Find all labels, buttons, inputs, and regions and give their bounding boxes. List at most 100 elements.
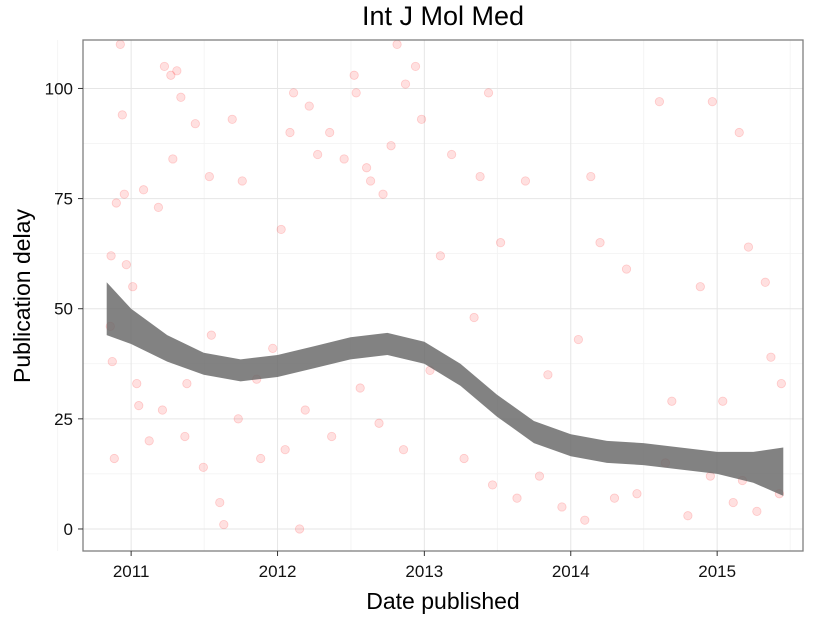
data-point bbox=[227, 114, 237, 124]
data-point bbox=[400, 79, 411, 89]
data-point bbox=[176, 92, 186, 102]
x-tick-label: 2011 bbox=[113, 562, 150, 581]
chart-title: Int J Mol Med bbox=[362, 1, 524, 31]
data-point bbox=[728, 497, 738, 508]
y-axis-ticks: 0 25 50 75 100 bbox=[45, 79, 83, 539]
data-point bbox=[219, 519, 229, 530]
data-point bbox=[707, 97, 717, 107]
x-tick-label: 2013 bbox=[405, 562, 443, 581]
data-point bbox=[233, 414, 243, 424]
data-point bbox=[654, 97, 665, 107]
data-point bbox=[172, 66, 182, 76]
data-point bbox=[256, 453, 266, 464]
data-point bbox=[313, 149, 323, 160]
data-point bbox=[667, 396, 677, 406]
y-tick-label: 25 bbox=[54, 410, 73, 429]
data-point bbox=[632, 489, 642, 499]
data-point bbox=[766, 352, 776, 362]
data-point bbox=[543, 370, 553, 380]
data-point bbox=[180, 431, 190, 442]
data-point bbox=[339, 154, 349, 164]
data-point bbox=[166, 70, 176, 80]
data-point bbox=[410, 61, 421, 72]
data-point bbox=[349, 70, 359, 80]
data-point bbox=[534, 471, 545, 481]
data-point bbox=[776, 379, 786, 389]
data-point bbox=[304, 101, 314, 111]
data-point bbox=[206, 330, 216, 340]
data-point bbox=[157, 405, 168, 415]
data-point bbox=[268, 343, 278, 353]
data-point bbox=[580, 515, 590, 525]
data-point bbox=[237, 176, 247, 186]
data-point bbox=[557, 502, 567, 512]
x-tick-label: 2012 bbox=[259, 562, 297, 581]
data-point bbox=[106, 251, 116, 261]
x-tick-label: 2014 bbox=[552, 562, 590, 581]
data-point bbox=[469, 312, 479, 323]
data-point bbox=[182, 379, 192, 389]
data-point bbox=[495, 238, 506, 248]
data-point bbox=[159, 61, 170, 72]
data-point bbox=[475, 171, 485, 182]
trend-band bbox=[106, 282, 784, 496]
data-point bbox=[134, 401, 144, 411]
data-point bbox=[276, 224, 286, 235]
data-point bbox=[621, 264, 632, 274]
data-point bbox=[752, 506, 762, 516]
data-points bbox=[105, 39, 786, 534]
x-axis-ticks: 2011 2012 2013 2014 2015 bbox=[113, 551, 736, 581]
data-point bbox=[190, 119, 200, 129]
data-point bbox=[109, 453, 119, 464]
data-point bbox=[295, 524, 305, 534]
data-point bbox=[325, 127, 335, 138]
data-point bbox=[204, 171, 214, 182]
data-point bbox=[128, 282, 138, 292]
data-point bbox=[280, 445, 290, 455]
plot-panel-border bbox=[82, 39, 804, 552]
data-point bbox=[351, 88, 361, 98]
data-point bbox=[119, 189, 129, 199]
data-point bbox=[609, 493, 620, 503]
data-point bbox=[392, 39, 402, 50]
data-point bbox=[512, 493, 522, 503]
data-point bbox=[132, 379, 142, 389]
data-point bbox=[215, 497, 225, 508]
data-point bbox=[361, 163, 372, 173]
data-point bbox=[121, 260, 131, 270]
y-tick-label: 0 bbox=[64, 520, 73, 539]
data-point bbox=[117, 110, 127, 120]
data-point bbox=[355, 383, 365, 393]
data-point bbox=[168, 154, 178, 164]
data-point bbox=[111, 198, 121, 208]
data-point bbox=[573, 334, 583, 345]
data-point bbox=[459, 453, 469, 464]
data-point bbox=[695, 282, 705, 292]
data-point bbox=[483, 88, 494, 98]
data-point bbox=[386, 141, 396, 151]
y-tick-label: 100 bbox=[45, 79, 73, 98]
y-tick-label: 50 bbox=[54, 300, 73, 319]
data-point bbox=[327, 431, 337, 442]
data-point bbox=[743, 242, 754, 252]
data-point bbox=[683, 511, 693, 521]
data-point bbox=[198, 462, 208, 472]
data-point bbox=[378, 189, 388, 199]
x-tick-label: 2015 bbox=[698, 562, 736, 581]
data-point bbox=[107, 356, 117, 367]
data-point bbox=[487, 480, 498, 490]
data-point bbox=[760, 277, 770, 287]
data-point bbox=[398, 445, 409, 455]
data-point bbox=[586, 171, 596, 182]
data-point bbox=[447, 149, 457, 160]
y-axis-label: Publication delay bbox=[9, 209, 35, 383]
data-point bbox=[300, 405, 310, 415]
data-point bbox=[285, 127, 295, 138]
y-tick-label: 75 bbox=[54, 190, 73, 209]
data-point bbox=[288, 88, 299, 98]
data-point bbox=[595, 238, 605, 248]
trend-band-group bbox=[106, 282, 784, 496]
data-point bbox=[734, 127, 744, 138]
data-point bbox=[718, 396, 728, 406]
